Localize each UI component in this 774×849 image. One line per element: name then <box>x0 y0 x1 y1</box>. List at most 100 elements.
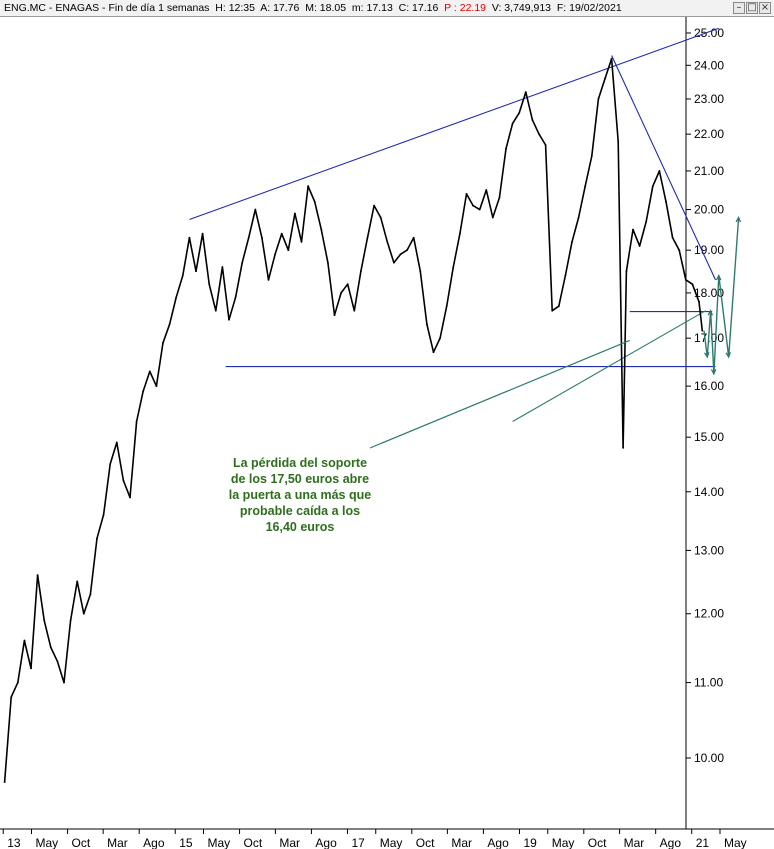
upper-trendline <box>189 27 719 221</box>
annotation-line-5: 16,40 euros <box>266 520 335 534</box>
price-point-57 <box>379 216 382 219</box>
price-point-106 <box>698 300 700 303</box>
price-point-35 <box>234 296 237 299</box>
y-tick-label-1: 11.00 <box>694 676 723 690</box>
price-point-4 <box>30 667 32 670</box>
y-tick-label-0: 10.00 <box>694 751 724 765</box>
price-point-45 <box>300 240 303 243</box>
price-point-66 <box>439 337 441 340</box>
projection-arrowhead-1 <box>703 352 710 359</box>
price-point-7 <box>49 646 52 649</box>
price-point-65 <box>432 351 435 354</box>
minimize-icon[interactable]: – <box>733 2 745 14</box>
price-point-80 <box>531 118 534 121</box>
price-point-12 <box>82 612 85 615</box>
y-tick-label-15: 25.00 <box>694 26 724 40</box>
price-series-line <box>3 57 704 783</box>
price-point-3 <box>23 639 26 642</box>
price-point-32 <box>214 309 217 312</box>
price-point-60 <box>399 253 402 256</box>
price-point-94 <box>622 446 625 449</box>
y-axis-ticks: 10.0011.0012.0013.0014.0015.0016.0017.00… <box>686 26 724 765</box>
x-tick-label-14: Ago <box>487 836 509 849</box>
price-point-31 <box>208 283 211 286</box>
price-point-67 <box>445 305 448 308</box>
x-tick-label-11: May <box>380 836 403 849</box>
price-point-93 <box>617 140 620 143</box>
price-point-87 <box>577 216 580 219</box>
price-point-27 <box>181 274 184 277</box>
price-point-0 <box>3 781 6 784</box>
price-point-52 <box>346 283 349 286</box>
annotation-text: La pérdida del soporte de los 17,50 euro… <box>229 456 371 534</box>
period: Fin de día 1 semanas <box>108 2 210 14</box>
x-tick-label-13: Mar <box>451 836 472 849</box>
price-point-54 <box>360 270 362 273</box>
price-point-85 <box>564 274 567 277</box>
hour: H: 12:35 <box>215 2 255 14</box>
price-point-50 <box>333 314 336 317</box>
annotation-pointer-line <box>369 339 630 449</box>
price-point-15 <box>102 513 105 516</box>
price-point-34 <box>228 318 230 321</box>
trendlines <box>189 27 719 422</box>
price-point-19 <box>129 496 131 499</box>
price-point-81 <box>538 133 540 136</box>
price-point-61 <box>406 249 408 252</box>
close-icon[interactable]: × <box>759 2 771 14</box>
price-point-40 <box>267 278 270 281</box>
y-tick-label-11: 21.00 <box>694 164 724 178</box>
price-point-41 <box>274 253 277 256</box>
price-chart: 10.0011.0012.0013.0014.0015.0016.0017.00… <box>0 17 774 849</box>
price-point-23 <box>155 385 158 388</box>
price-point-99 <box>651 185 654 188</box>
price-point-11 <box>76 580 79 583</box>
price-point-73 <box>485 189 488 191</box>
y-tick-label-4: 14.00 <box>694 485 724 499</box>
restore-icon[interactable]: □ <box>746 2 758 14</box>
price-point-104 <box>684 278 687 281</box>
price-point-102 <box>671 236 674 239</box>
x-axis-ticks: 13 May Oct Mar Ago 15 May Oct Mar Ago 17 May Oct Mar A… <box>2 829 747 849</box>
price-point-14 <box>96 537 98 540</box>
price-point-33 <box>221 266 224 268</box>
x-tick-label-5: 15 <box>179 836 193 849</box>
quote-header: ENG.MC - ENAGAS - Fin de día 1 semanas H… <box>4 2 622 14</box>
projection-arrowhead-6 <box>735 216 742 223</box>
y-tick-label-2: 12.00 <box>694 607 724 621</box>
symbol: ENG.MC <box>4 2 46 14</box>
price-point-105 <box>691 283 694 286</box>
y-tick-label-12: 22.00 <box>694 127 724 141</box>
price-point-8 <box>56 660 59 663</box>
x-tick-label-12: Oct <box>416 836 435 849</box>
projection-arrowhead-3 <box>710 368 717 376</box>
rising-support <box>512 310 706 422</box>
volume-value: V: 3,749,913 <box>491 2 552 14</box>
y-tick-label-9: 19.00 <box>694 243 724 257</box>
x-tick-label-9: Ago <box>315 836 337 849</box>
date-value: F: 19/02/2021 <box>556 2 622 14</box>
x-tick-label-16: May <box>552 836 575 849</box>
price-point-38 <box>254 208 257 211</box>
price-point-63 <box>419 270 422 273</box>
price-point-25 <box>168 323 171 326</box>
price-point-42 <box>280 232 283 235</box>
price-point-6 <box>43 619 46 622</box>
price-point-98 <box>645 220 648 223</box>
high-value: M: 18.05 <box>305 2 347 14</box>
price-point-95 <box>625 270 628 273</box>
price-point-16 <box>109 463 112 465</box>
price-point-2 <box>16 681 19 684</box>
price-point-29 <box>195 270 197 273</box>
y-tick-label-3: 13.00 <box>694 543 724 557</box>
price-point-84 <box>557 305 560 308</box>
price-point-86 <box>571 240 573 243</box>
x-tick-label-10: 17 <box>351 836 365 849</box>
projection-arrowheads <box>703 216 742 376</box>
price-point-39 <box>261 236 263 239</box>
price-point-1 <box>10 696 13 699</box>
annotation-line-1: La pérdida del soporte <box>233 456 367 470</box>
price-point-83 <box>551 309 554 312</box>
price-point-72 <box>478 208 481 211</box>
x-tick-label-1: May <box>36 836 59 849</box>
